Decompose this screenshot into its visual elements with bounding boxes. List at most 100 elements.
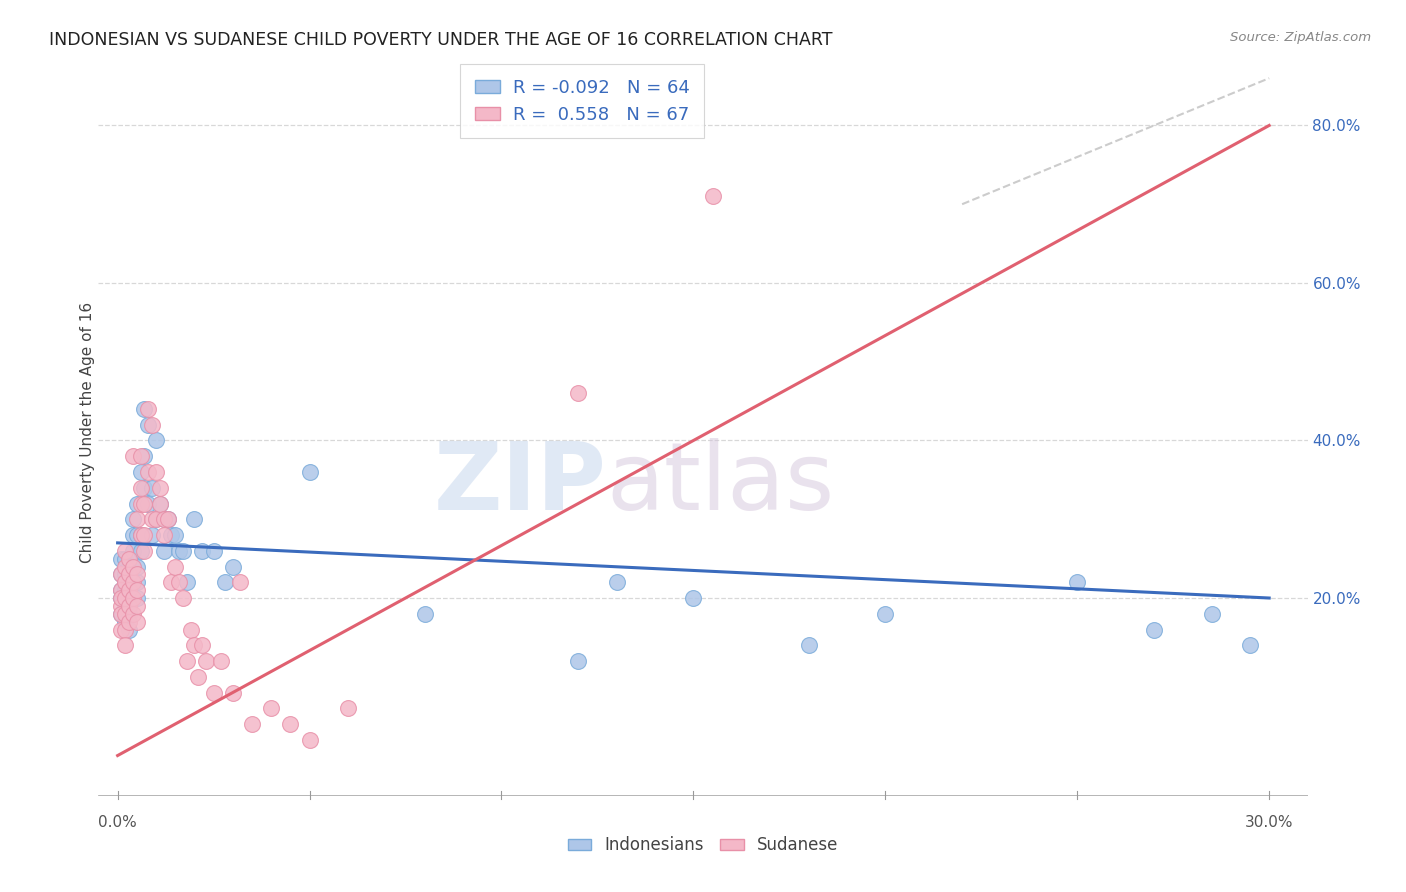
Point xyxy=(149,496,172,510)
Point xyxy=(180,623,202,637)
Point xyxy=(118,575,141,590)
Point xyxy=(114,638,136,652)
Point xyxy=(156,512,179,526)
Point xyxy=(129,465,152,479)
Point xyxy=(136,417,159,432)
Point xyxy=(118,599,141,613)
Point xyxy=(110,583,132,598)
Point xyxy=(114,599,136,613)
Point xyxy=(114,567,136,582)
Point xyxy=(1201,607,1223,621)
Point xyxy=(114,615,136,629)
Legend: Indonesians, Sudanese: Indonesians, Sudanese xyxy=(561,830,845,861)
Point xyxy=(118,607,141,621)
Point xyxy=(167,543,190,558)
Text: atlas: atlas xyxy=(606,439,835,531)
Point xyxy=(136,465,159,479)
Point xyxy=(152,528,174,542)
Point xyxy=(114,607,136,621)
Point xyxy=(136,402,159,417)
Point xyxy=(156,512,179,526)
Point xyxy=(122,607,145,621)
Point xyxy=(152,543,174,558)
Point xyxy=(125,599,148,613)
Point xyxy=(122,591,145,605)
Point xyxy=(114,575,136,590)
Point xyxy=(336,701,359,715)
Point xyxy=(240,717,263,731)
Point xyxy=(129,449,152,463)
Point xyxy=(125,575,148,590)
Point xyxy=(172,591,194,605)
Point xyxy=(183,638,205,652)
Point xyxy=(183,512,205,526)
Point xyxy=(606,575,628,590)
Point xyxy=(110,623,132,637)
Point xyxy=(172,543,194,558)
Point xyxy=(110,567,132,582)
Point xyxy=(160,575,183,590)
Point xyxy=(110,583,132,598)
Point xyxy=(682,591,704,605)
Point xyxy=(145,465,167,479)
Point xyxy=(134,543,156,558)
Point xyxy=(567,386,589,401)
Point xyxy=(149,496,172,510)
Point xyxy=(134,449,156,463)
Point xyxy=(122,575,145,590)
Point xyxy=(298,465,321,479)
Point xyxy=(129,528,152,542)
Point xyxy=(222,685,245,699)
Point xyxy=(134,496,156,510)
Point xyxy=(125,591,148,605)
Point xyxy=(134,481,156,495)
Point xyxy=(413,607,436,621)
Point xyxy=(141,481,163,495)
Point xyxy=(118,583,141,598)
Point xyxy=(129,496,152,510)
Text: 0.0%: 0.0% xyxy=(98,814,136,830)
Point xyxy=(875,607,897,621)
Point xyxy=(118,623,141,637)
Point xyxy=(114,583,136,598)
Point xyxy=(118,551,141,566)
Point xyxy=(125,528,148,542)
Point xyxy=(122,449,145,463)
Point xyxy=(165,528,187,542)
Point xyxy=(176,654,198,668)
Point xyxy=(114,559,136,574)
Point xyxy=(114,543,136,558)
Point xyxy=(114,551,136,566)
Point xyxy=(191,638,214,652)
Point xyxy=(114,591,136,605)
Point xyxy=(110,591,132,605)
Point xyxy=(125,512,148,526)
Point xyxy=(176,575,198,590)
Point xyxy=(187,670,209,684)
Point xyxy=(141,528,163,542)
Point xyxy=(214,575,236,590)
Point xyxy=(125,567,148,582)
Point xyxy=(122,575,145,590)
Point xyxy=(110,607,132,621)
Point xyxy=(136,496,159,510)
Point xyxy=(702,189,724,203)
Point xyxy=(1143,623,1166,637)
Point xyxy=(129,528,152,542)
Point xyxy=(110,607,132,621)
Point xyxy=(165,559,187,574)
Point xyxy=(145,512,167,526)
Point xyxy=(114,623,136,637)
Point xyxy=(145,512,167,526)
Point xyxy=(110,599,132,613)
Point xyxy=(125,496,148,510)
Point xyxy=(222,559,245,574)
Point xyxy=(229,575,252,590)
Point xyxy=(122,559,145,574)
Point xyxy=(122,512,145,526)
Point xyxy=(209,654,232,668)
Point xyxy=(145,434,167,448)
Point xyxy=(149,481,172,495)
Point xyxy=(122,543,145,558)
Text: Source: ZipAtlas.com: Source: ZipAtlas.com xyxy=(1230,31,1371,45)
